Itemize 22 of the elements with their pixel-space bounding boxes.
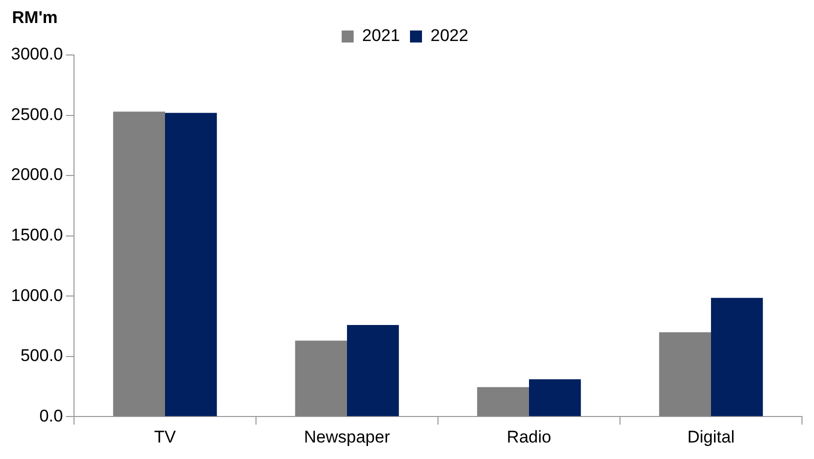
- bar: [347, 324, 399, 416]
- x-tick-label: Digital: [687, 427, 735, 446]
- y-tick-label: 2500.0: [10, 104, 63, 124]
- y-tick-label: 500.0: [20, 346, 63, 366]
- bar: [164, 112, 217, 416]
- legend-label: 2022: [430, 26, 468, 46]
- bar: [295, 340, 347, 416]
- bar: [113, 112, 165, 416]
- x-tick-label: Newspaper: [304, 427, 390, 446]
- x-tick-label: Radio: [506, 427, 552, 446]
- y-tick-label: 2000.0: [10, 165, 63, 184]
- y-tick-label: 0.0: [39, 406, 63, 426]
- y-tick-label: 1000.0: [10, 286, 63, 305]
- legend-label: 2021: [362, 26, 400, 46]
- bar: [529, 379, 581, 416]
- bar: [711, 298, 763, 416]
- y-tick-label: 1500.0: [10, 225, 63, 244]
- bar: [477, 387, 529, 416]
- y-axis-title: RM'm: [12, 8, 58, 28]
- y-tick-label: 3000.0: [10, 44, 63, 64]
- bar: [659, 332, 711, 416]
- x-tick-label: TV: [154, 427, 177, 446]
